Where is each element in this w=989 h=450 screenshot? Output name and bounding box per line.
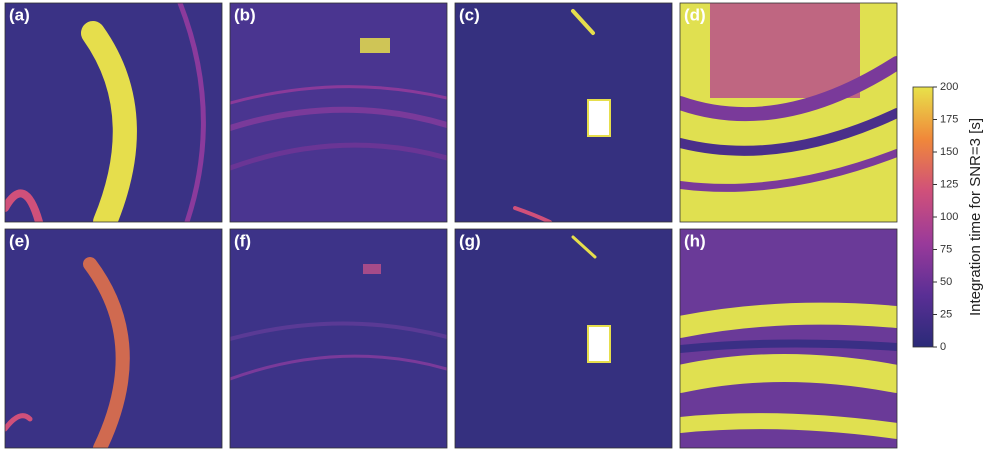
colorbar-tick-label: 150 (940, 146, 958, 158)
heatmap-panel: (e) (5, 229, 222, 448)
panel-label: (h) (684, 231, 706, 250)
panel-mask (588, 326, 610, 362)
panel-image (5, 229, 222, 448)
panel-image (230, 3, 447, 222)
panel-image (455, 229, 672, 448)
panel-image (5, 3, 222, 222)
panel-region (710, 3, 860, 98)
panel-mask (588, 100, 610, 136)
figure: (a) (b) (c) (d) (e) (f) (g) (h) 0 25 50 75 100 125 150… (0, 0, 989, 450)
colorbar-tick-label: 100 (940, 211, 958, 223)
colorbar-tick-label: 125 (940, 178, 958, 190)
heatmap-panel: (f) (230, 229, 447, 448)
panel-region (363, 264, 381, 274)
panel-region (360, 38, 390, 53)
panel-image (455, 3, 672, 222)
panel-background (230, 229, 447, 448)
panel-image (680, 229, 897, 448)
panel-label: (c) (459, 5, 480, 24)
panel-feature (680, 314, 897, 327)
panel-feature (680, 368, 897, 379)
colorbar-label: Integration time for SNR=3 [s] (967, 118, 984, 316)
panel-image (680, 3, 897, 222)
heatmap-panel: (h) (680, 229, 897, 448)
panel-label: (b) (234, 5, 256, 24)
colorbar-tick-label: 75 (940, 243, 952, 255)
panel-feature (680, 421, 897, 431)
colorbar-tick-label: 0 (940, 341, 946, 353)
colorbar-tick-label: 175 (940, 113, 958, 125)
panel-background (455, 3, 672, 222)
panel-label: (e) (9, 231, 30, 250)
colorbar-tick-label: 200 (940, 81, 958, 93)
panel-label: (a) (9, 5, 30, 24)
panel-label: (d) (684, 5, 706, 24)
panel-label: (g) (459, 231, 481, 250)
colorbar (913, 87, 933, 347)
heatmap-panel: (b) (230, 3, 447, 222)
panel-image (230, 229, 447, 448)
heatmap-panel: (c) (455, 3, 672, 222)
colorbar-tick-label: 25 (940, 308, 952, 320)
panel-label: (f) (234, 231, 251, 250)
heatmap-panel: (g) (455, 229, 672, 448)
heatmap-panel: (d) (680, 3, 897, 222)
panel-background (455, 229, 672, 448)
heatmap-panel: (a) (5, 3, 222, 222)
colorbar-tick-label: 50 (940, 276, 952, 288)
